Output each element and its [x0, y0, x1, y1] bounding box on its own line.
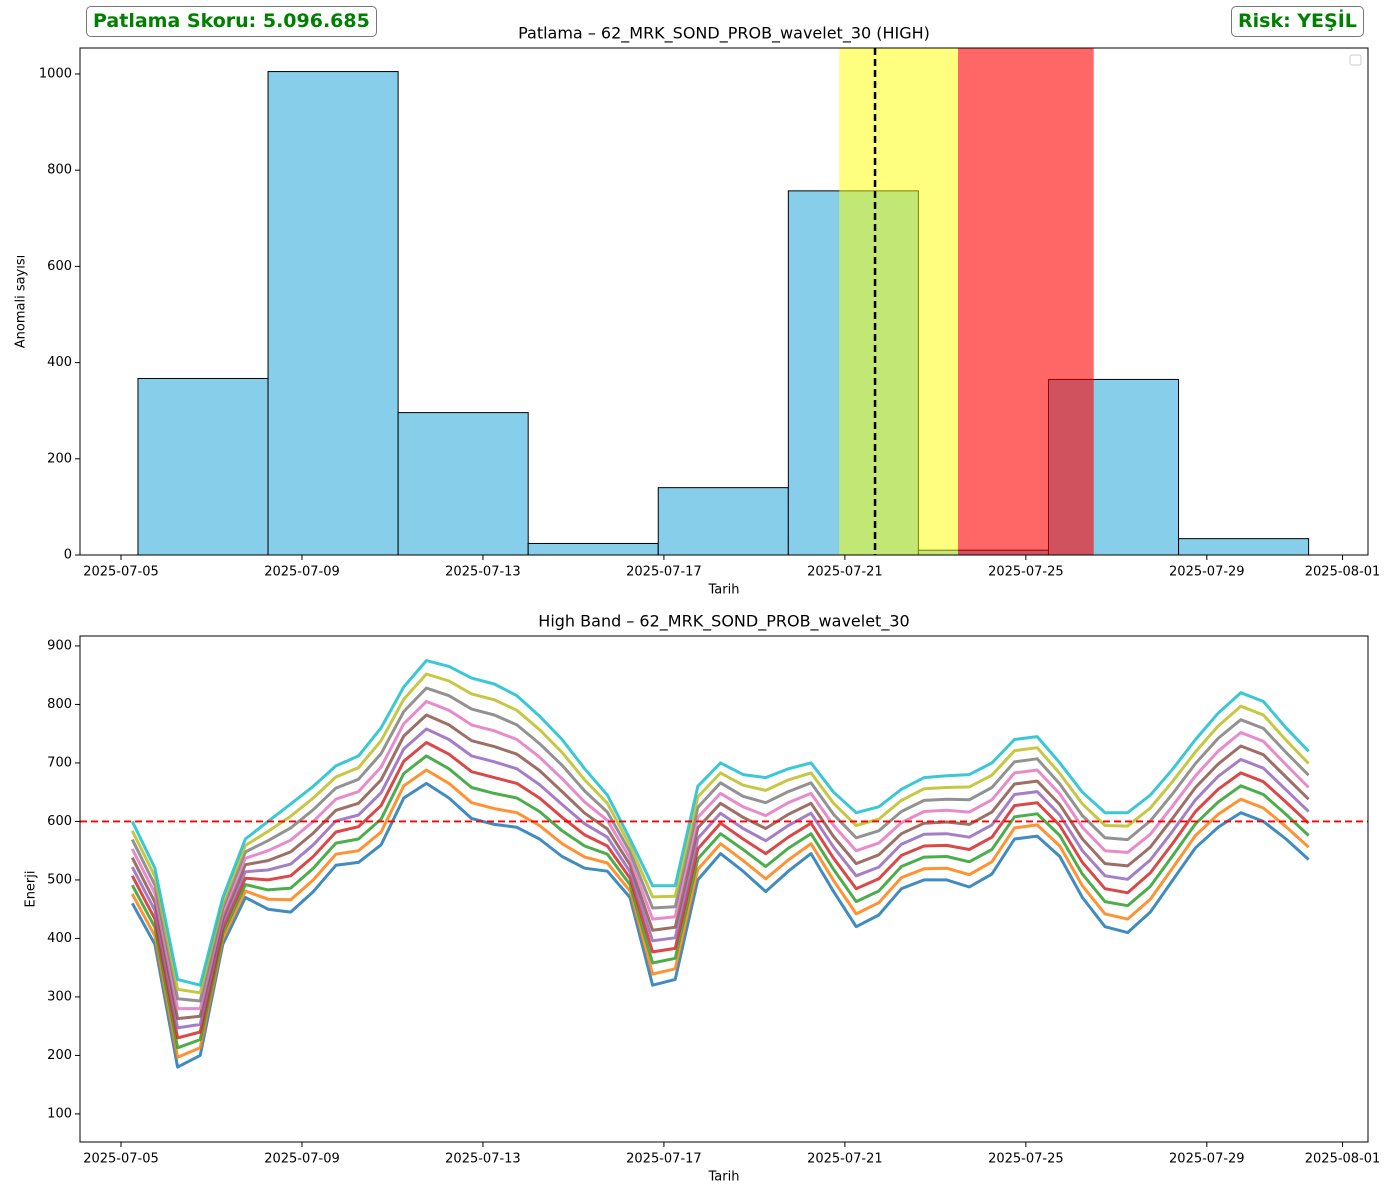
x-tick-label: 2025-07-09	[264, 1152, 340, 1167]
plot-frame	[79, 635, 1369, 1143]
bar	[1178, 538, 1310, 556]
y-tick-label: 500	[47, 872, 72, 887]
series-line	[130, 781, 1310, 1069]
series-line	[130, 700, 1310, 1011]
chart-title: Patlama – 62_MRK_SOND_PROB_wavelet_30 (H…	[518, 24, 930, 44]
series-line	[130, 768, 1310, 1059]
y-tick-label: 300	[47, 989, 72, 1004]
y-tick-label: 800	[47, 697, 72, 712]
y-tick-label: 0	[64, 548, 72, 563]
x-tick-label: 2025-07-17	[626, 1152, 702, 1167]
bar	[527, 542, 659, 556]
plot-frame	[79, 47, 1369, 556]
x-tick-label: 2025-07-17	[626, 565, 702, 580]
y-tick-label: 400	[47, 931, 72, 946]
series-line	[130, 686, 1310, 1003]
x-tick-label: 2025-07-13	[445, 565, 521, 580]
x-axis-label: Tarih	[708, 1170, 740, 1185]
y-tick-label: 100	[47, 1106, 72, 1121]
y-tick-label: 400	[47, 355, 72, 370]
series-line	[130, 659, 1310, 987]
legend	[1349, 54, 1362, 66]
bar	[137, 377, 269, 556]
x-tick-label: 2025-07-13	[445, 1152, 521, 1167]
y-tick-label: 600	[47, 814, 72, 829]
x-tick-label: 2025-07-25	[988, 1152, 1064, 1167]
x-tick-label: 2025-07-21	[807, 565, 883, 580]
bar	[397, 412, 529, 556]
x-tick-label: 2025-07-29	[1169, 565, 1245, 580]
bar	[657, 487, 789, 556]
y-tick-label: 800	[47, 163, 72, 178]
series-line	[130, 741, 1310, 1040]
y-axis-label: Enerji	[24, 870, 39, 907]
score-badge: Patlama Skoru: 5.096.685	[86, 6, 377, 37]
x-tick-label: 2025-07-09	[264, 565, 340, 580]
x-tick-label: 2025-07-21	[807, 1152, 883, 1167]
y-tick-label: 200	[47, 1048, 72, 1063]
chart-title: High Band – 62_MRK_SOND_PROB_wavelet_30	[538, 612, 909, 632]
y-axis-label: Anomali sayısı	[14, 255, 29, 349]
x-tick-label: 2025-08-01	[1305, 1152, 1381, 1167]
series-line	[130, 672, 1310, 995]
bar	[267, 71, 399, 556]
x-tick-label: 2025-07-25	[988, 565, 1064, 580]
series-line	[130, 713, 1310, 1021]
y-tick-label: 600	[47, 259, 72, 274]
y-tick-label: 1000	[39, 66, 72, 81]
x-tick-label: 2025-08-01	[1305, 565, 1381, 580]
series-line	[130, 727, 1310, 1030]
highlight-span	[957, 48, 1094, 555]
y-tick-label: 700	[47, 755, 72, 770]
risk-badge: Risk: YEŞİL	[1231, 6, 1364, 37]
y-tick-label: 900	[47, 638, 72, 653]
x-tick-label: 2025-07-29	[1169, 1152, 1245, 1167]
x-axis-label: Tarih	[708, 583, 740, 598]
x-tick-label: 2025-07-05	[83, 1152, 159, 1167]
x-tick-label: 2025-07-05	[83, 565, 159, 580]
series-line	[130, 754, 1310, 1050]
highlight-span	[839, 48, 958, 555]
y-tick-label: 200	[47, 451, 72, 466]
